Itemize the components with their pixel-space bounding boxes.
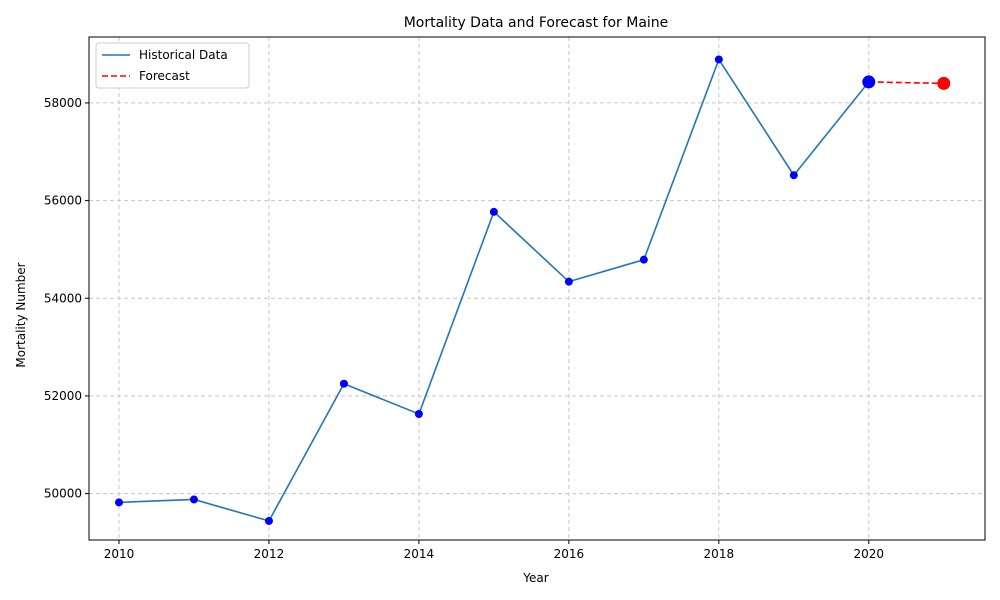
series-line-historical — [118, 57, 870, 522]
x-tick-label: 2016 — [554, 547, 585, 561]
data-point-historical — [789, 171, 798, 180]
data-point-historical — [564, 277, 573, 286]
data-point-forecast — [937, 76, 951, 90]
data-point-historical — [189, 495, 198, 504]
x-tick-label: 2018 — [704, 547, 735, 561]
chart-title: Mortality Data and Forecast for Maine — [404, 15, 669, 31]
y-axis-label: Mortality Number — [14, 262, 28, 367]
series-line-forecast — [868, 81, 944, 85]
data-point-historical — [639, 255, 648, 264]
grid-lines — [89, 37, 985, 540]
data-point-historical — [714, 55, 723, 64]
data-point-historical — [339, 379, 348, 388]
plot-area-frame — [88, 36, 986, 541]
x-axis-ticks: 2010 2012 2014 2016 2018 2020 — [104, 540, 884, 561]
legend-box — [95, 42, 250, 89]
y-tick-label: 52000 — [44, 389, 82, 403]
y-axis-ticks: 50000 52000 54000 56000 58000 — [44, 96, 89, 501]
data-point-historical — [264, 516, 273, 525]
series-layer — [114, 55, 951, 525]
x-tick-label: 2014 — [404, 547, 435, 561]
x-tick-label: 2020 — [854, 547, 885, 561]
y-tick-label: 56000 — [44, 194, 82, 208]
x-tick-label: 2012 — [254, 547, 285, 561]
data-point-historical — [414, 410, 423, 419]
legend-entry-label: Forecast — [139, 69, 190, 83]
data-point-historical — [489, 207, 498, 216]
x-axis-label: Year — [522, 571, 548, 585]
y-tick-label: 58000 — [44, 96, 82, 110]
data-point-last-actual — [862, 75, 876, 89]
legend: Historical Data Forecast — [95, 42, 250, 89]
x-tick-label: 2010 — [104, 547, 135, 561]
legend-entry-label: Historical Data — [139, 48, 228, 62]
y-tick-label: 54000 — [44, 291, 82, 305]
y-tick-label: 50000 — [44, 487, 82, 501]
data-point-historical — [114, 498, 123, 507]
